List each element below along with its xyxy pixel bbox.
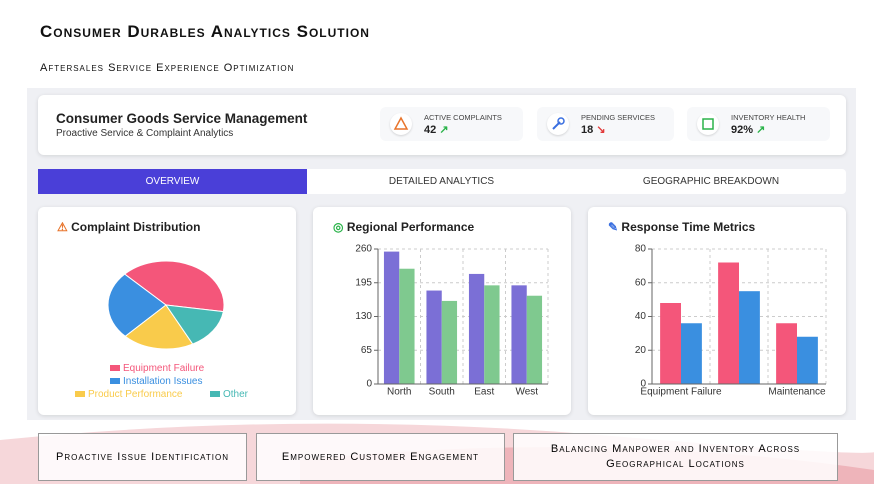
legend-label: Installation Issues xyxy=(123,376,203,387)
x-tick-label: East xyxy=(474,387,494,398)
metric: PENDING SERVICES 18 ↘ xyxy=(537,107,674,141)
tab[interactable]: DETAILED ANALYTICS xyxy=(388,176,495,187)
y-tick-label: 60 xyxy=(635,277,647,288)
metric-label: PENDING SERVICES xyxy=(581,113,656,122)
chart-title: Complaint Distribution xyxy=(71,220,201,234)
bar xyxy=(526,295,543,384)
metric-value: 42 xyxy=(424,124,437,136)
bar xyxy=(426,290,442,384)
y-tick-label: 130 xyxy=(355,311,372,322)
y-tick-label: 40 xyxy=(635,311,647,322)
subtitle: Aftersales Service Experience Optimizati… xyxy=(40,62,295,74)
bar xyxy=(797,336,818,384)
bar xyxy=(718,262,739,384)
y-tick-label: 260 xyxy=(355,244,372,255)
x-tick-label: South xyxy=(429,387,455,398)
metric: ACTIVE COMPLAINTS 42 ↗ xyxy=(380,107,523,141)
footer-box: Balancing Manpower and Inventory Across … xyxy=(513,433,838,481)
footer-box: Empowered Customer Engagement xyxy=(256,433,505,481)
legend-item: Product Performance xyxy=(75,389,183,400)
footer-box: Proactive Issue Identification xyxy=(38,433,247,481)
chart-title: Regional Performance xyxy=(346,220,475,234)
metric: INVENTORY HEALTH 92% ↗ xyxy=(687,107,830,141)
bar xyxy=(383,251,400,384)
legend-label: Other xyxy=(223,389,249,400)
legend-item: Equipment Failure xyxy=(110,363,204,374)
bar xyxy=(739,291,760,384)
y-tick-label: 20 xyxy=(635,345,647,356)
y-tick-label: 195 xyxy=(355,277,372,288)
chart-title: Response Time Metrics xyxy=(621,220,756,234)
dash-subtitle: Proactive Service & Complaint Analytics xyxy=(56,128,234,139)
bar xyxy=(511,285,527,384)
dash-title: Consumer Goods Service Management xyxy=(56,111,308,126)
x-tick-label: Equipment Failure xyxy=(640,387,722,398)
tab[interactable]: OVERVIEW xyxy=(38,169,307,194)
bar xyxy=(468,273,485,384)
bar xyxy=(660,303,681,384)
bar xyxy=(681,323,702,384)
y-tick-label: 80 xyxy=(635,244,647,255)
legend-label: Product Performance xyxy=(88,389,183,400)
legend-item: Other xyxy=(210,389,248,400)
title: Consumer Durables Analytics Solution xyxy=(40,22,370,41)
x-tick-label: Maintenance xyxy=(768,387,826,398)
metric-label: INVENTORY HEALTH xyxy=(731,113,806,122)
bar xyxy=(399,268,415,384)
pie-slice xyxy=(164,304,224,345)
bar xyxy=(776,323,797,384)
x-tick-label: North xyxy=(387,387,411,398)
legend-label: Equipment Failure xyxy=(123,363,205,374)
x-tick-label: West xyxy=(515,387,538,398)
metric-label: ACTIVE COMPLAINTS xyxy=(424,113,502,122)
pie-slice xyxy=(107,273,167,337)
legend-item: Installation Issues xyxy=(110,376,203,387)
tab[interactable]: GEOGRAPHIC BREAKDOWN xyxy=(642,176,780,187)
pie-slice xyxy=(123,260,225,313)
y-tick-label: 65 xyxy=(361,345,373,356)
metric-value: 18 xyxy=(581,124,594,136)
y-tick-label: 0 xyxy=(640,379,646,390)
pie-slice xyxy=(124,304,194,350)
bar xyxy=(441,300,458,384)
metric-value: 92% xyxy=(731,124,754,136)
y-tick-label: 0 xyxy=(366,379,372,390)
bar xyxy=(484,285,500,384)
